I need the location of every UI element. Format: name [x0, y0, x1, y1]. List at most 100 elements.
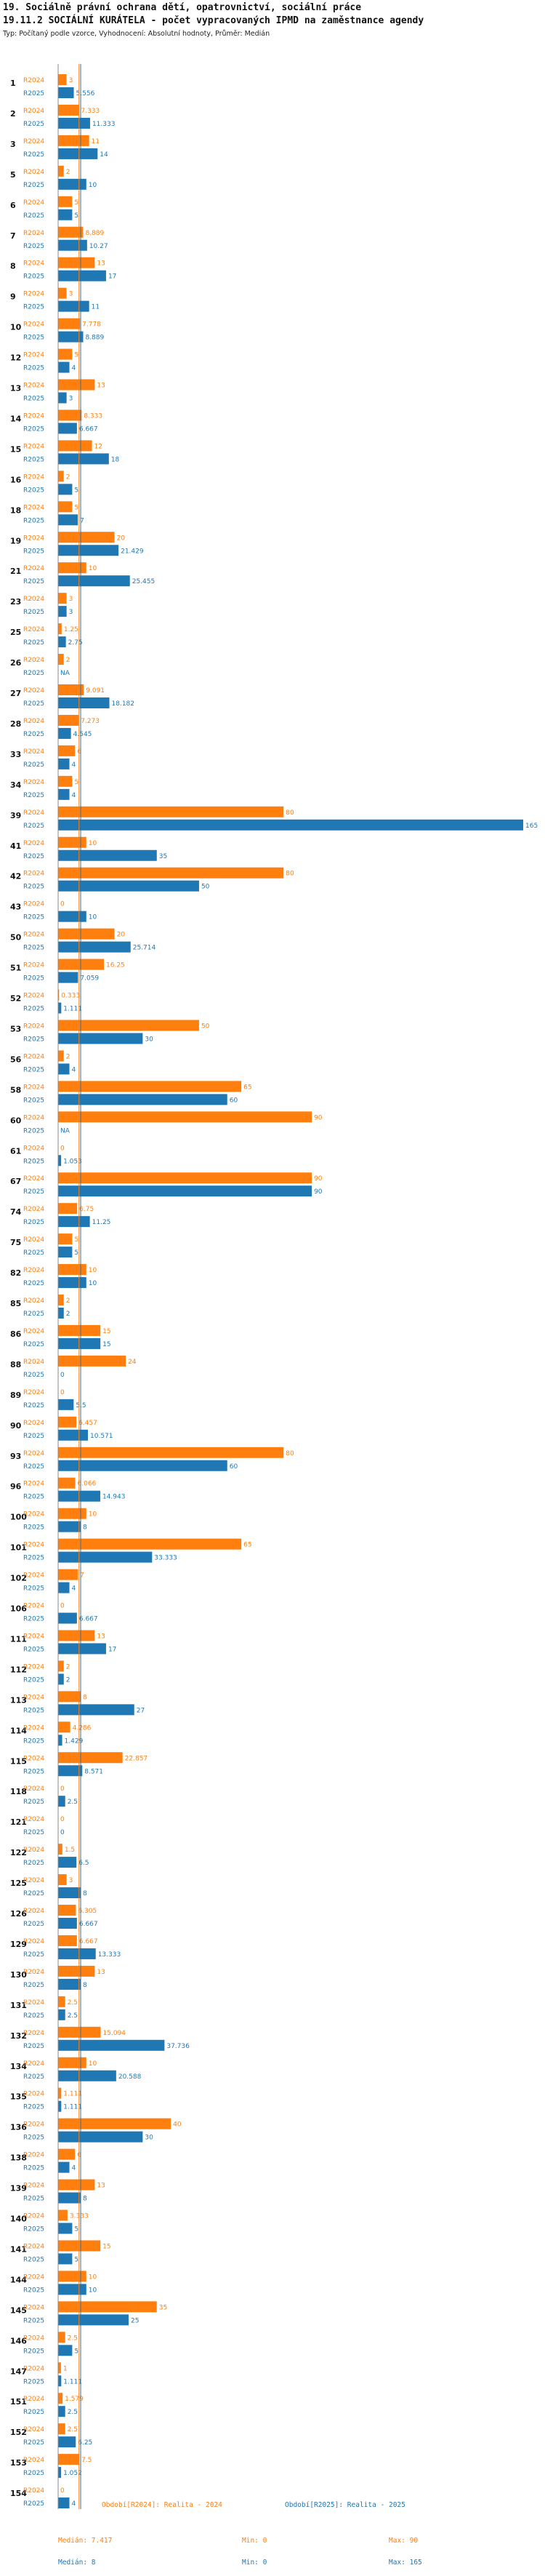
category-label: 112 — [10, 1665, 27, 1674]
bar-r2025 — [58, 1551, 153, 1563]
series-label: R2025 — [23, 1036, 44, 1043]
series-label: R2024 — [23, 321, 44, 329]
series-label: R2024 — [23, 1603, 44, 1610]
bar-r2024 — [58, 1081, 242, 1092]
category-label: 13 — [10, 384, 21, 393]
series-label: R2025 — [23, 2439, 44, 2447]
bar-r2024 — [58, 1295, 64, 1305]
value-label: 9.091 — [86, 687, 105, 695]
value-label: 5 — [74, 1236, 78, 1244]
series-label: R2025 — [23, 792, 44, 799]
value-label: 6 — [77, 748, 81, 756]
value-label: 13 — [97, 1633, 105, 1640]
series-label: R2025 — [23, 1158, 44, 1165]
series-label: R2024 — [23, 2304, 44, 2311]
category-label: 12 — [10, 353, 21, 363]
category-label: 90 — [10, 1421, 22, 1431]
series-label: R2024 — [23, 1175, 44, 1183]
value-label: 1.111 — [63, 2104, 82, 2111]
category-label: 74 — [10, 1207, 22, 1217]
value-label: 11 — [92, 138, 100, 145]
category-label: 26 — [10, 658, 22, 668]
value-label: 8.333 — [84, 412, 102, 420]
bar-r2025 — [58, 148, 98, 159]
value-label: 6.25 — [78, 2439, 92, 2447]
bar-r2025 — [58, 2467, 62, 2479]
bar-r2024 — [58, 1508, 86, 1519]
bar-r2025 — [58, 1735, 62, 1746]
series-label: R2025 — [23, 212, 44, 220]
bar-r2025 — [58, 2253, 73, 2265]
series-label: R2024 — [23, 2487, 44, 2495]
bar-r2024 — [58, 2271, 86, 2282]
series-label: R2024 — [23, 840, 44, 847]
category-label: 106 — [10, 1604, 27, 1614]
bar-r2024 — [58, 928, 115, 940]
bar-r2025 — [58, 2223, 73, 2234]
value-label: 4.286 — [73, 1724, 92, 1732]
value-label: 3 — [69, 291, 73, 298]
category-label: 51 — [10, 964, 21, 973]
bar-r2024 — [58, 1874, 67, 1886]
legend-blue-max: Max: 165 — [389, 2559, 422, 2567]
category-label: 136 — [10, 2123, 27, 2132]
value-label: 37.736 — [166, 2043, 190, 2050]
bar-r2025 — [58, 941, 131, 953]
value-label: 0 — [60, 2487, 65, 2495]
series-label: R2024 — [23, 1785, 44, 1793]
series-label: R2024 — [23, 1481, 44, 1488]
bar-r2025 — [58, 1216, 90, 1228]
series-label: R2025 — [23, 1494, 44, 1501]
series-label: R2024 — [23, 199, 44, 207]
legend-orange-max: Max: 90 — [389, 2537, 419, 2545]
category-label: 23 — [10, 597, 21, 607]
category-label: 50 — [10, 933, 22, 943]
series-label: R2024 — [23, 1023, 44, 1030]
series-label: R2025 — [23, 2012, 44, 2020]
bar-r2025 — [58, 1002, 62, 1014]
category-label: 141 — [10, 2244, 27, 2254]
value-label: 80 — [286, 809, 294, 817]
category-label: 153 — [10, 2458, 27, 2468]
bar-r2025 — [58, 2284, 86, 2295]
series-label: R2024 — [23, 77, 44, 84]
value-label: 18 — [111, 456, 120, 463]
value-label: 14 — [100, 151, 108, 159]
bar-r2024 — [58, 2057, 86, 2068]
bar-r2024 — [58, 1050, 64, 1062]
value-label: 3 — [69, 596, 73, 603]
bar-r2025 — [58, 2131, 143, 2143]
series-label: R2025 — [23, 1921, 44, 1928]
bar-r2024 — [58, 1416, 77, 1428]
value-label: 7 — [80, 517, 84, 524]
category-label: 86 — [10, 1329, 22, 1339]
category-label: 52 — [10, 994, 21, 1004]
category-label: 18 — [10, 505, 21, 515]
bar-r2024 — [58, 1264, 86, 1276]
bar-r2024 — [58, 2332, 65, 2343]
value-label: 0 — [60, 1785, 65, 1793]
series-label: R2024 — [23, 1542, 44, 1549]
category-label: 25 — [10, 628, 21, 637]
series-label: R2024 — [23, 596, 44, 603]
value-label: 10 — [89, 182, 97, 189]
series-label: R2025 — [23, 1829, 44, 1836]
bar-r2025 — [58, 1063, 70, 1075]
legend-orange-min: Min: 0 — [242, 2537, 267, 2545]
value-label: 5 — [74, 1249, 78, 1257]
bar-r2025 — [58, 423, 77, 434]
series-label: R2024 — [23, 1969, 44, 1976]
category-label: 118 — [10, 1787, 27, 1796]
category-label: 151 — [10, 2397, 27, 2407]
bar-r2025 — [58, 178, 86, 190]
bar-r2024 — [58, 1965, 95, 1977]
series-label: R2024 — [23, 230, 44, 237]
bar-r2025 — [58, 2345, 73, 2356]
value-label: 30 — [145, 1036, 153, 1043]
bar-r2025 — [58, 2314, 129, 2326]
bar-r2025 — [58, 2100, 62, 2112]
category-label: 114 — [10, 1726, 27, 1735]
value-label: 33.333 — [154, 1555, 177, 1562]
bar-r2024 — [58, 440, 92, 452]
